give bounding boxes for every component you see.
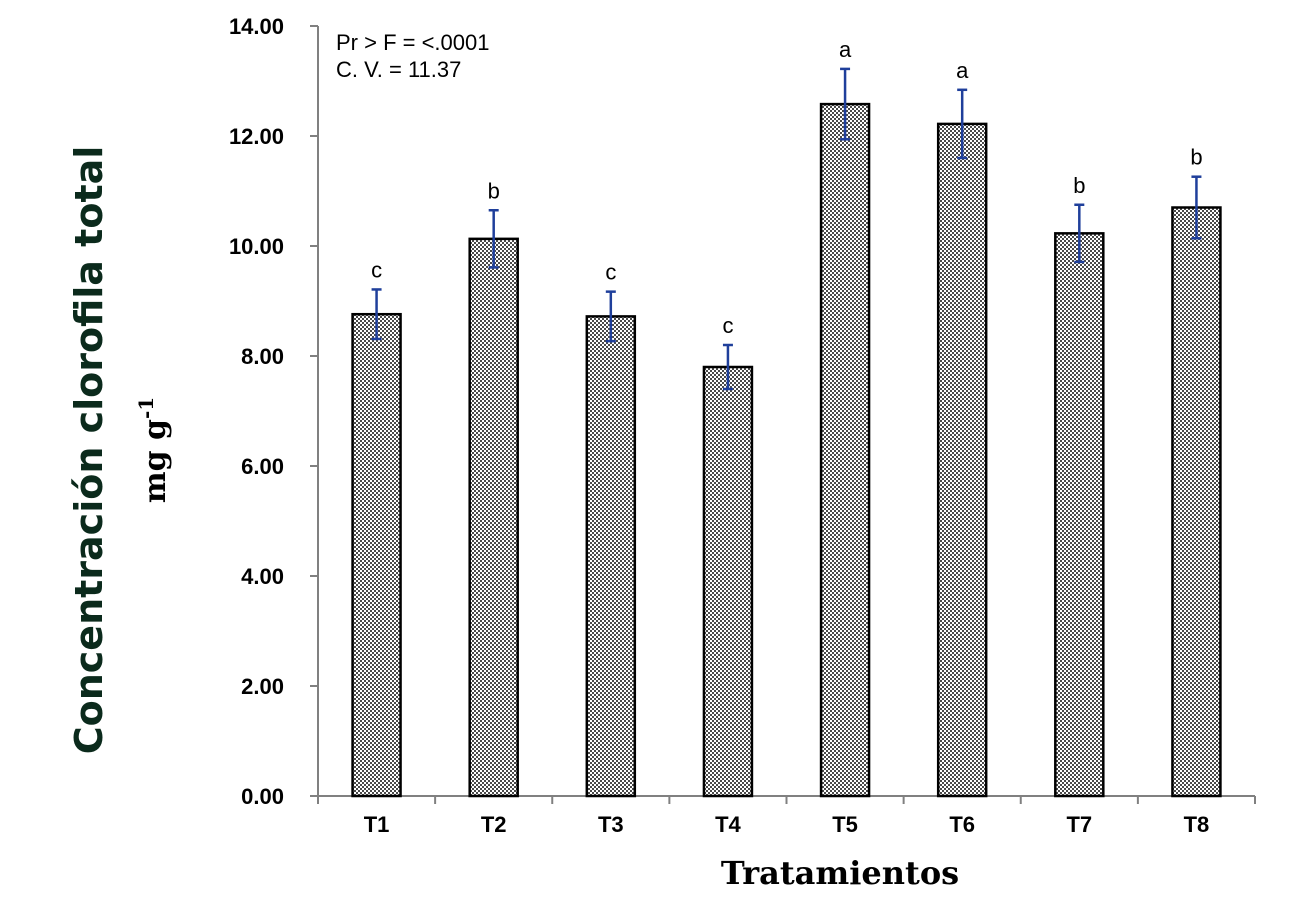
- y-tick-label: 4.00: [241, 564, 284, 589]
- y-tick-label: 10.00: [229, 234, 284, 259]
- bar-t8: [1171, 206, 1222, 798]
- bars: [351, 102, 1222, 798]
- y-tick-label: 0.00: [241, 784, 284, 809]
- y-tick-label: 8.00: [241, 344, 284, 369]
- bar-t4: [702, 365, 754, 798]
- significance-letter-t8: b: [1190, 145, 1202, 170]
- x-tick-label-t8: T8: [1184, 812, 1210, 837]
- bar-t6: [936, 122, 988, 798]
- x-axis: [317, 795, 1256, 804]
- y-axis-unit-sup: -1: [134, 397, 158, 419]
- error-bars: [371, 67, 1202, 391]
- significance-letter-t7: b: [1073, 173, 1085, 198]
- significance-letter-t1: c: [371, 257, 382, 282]
- error-bar-t3: [605, 290, 616, 343]
- annotation-cv: C. V. = 11.37: [336, 57, 461, 82]
- error-bar-t1: [371, 288, 382, 341]
- significance-letters: c b c c a a b b: [371, 37, 1203, 338]
- y-tick-label: 2.00: [241, 674, 284, 699]
- y-axis-unit-base: mg g: [138, 419, 173, 503]
- error-bar-t2: [488, 209, 499, 269]
- bar-t1: [351, 312, 402, 798]
- significance-letter-t6: a: [956, 58, 969, 83]
- y-tick-label: 12.00: [229, 124, 284, 149]
- bar-t3: [585, 315, 637, 798]
- annotation-pr-f: Pr > F = <.0001: [336, 30, 489, 55]
- y-axis-unit: mg g-1: [134, 397, 173, 503]
- bar-t7: [1054, 232, 1105, 798]
- significance-letter-t4: c: [722, 313, 733, 338]
- x-tick-label-t7: T7: [1066, 812, 1092, 837]
- bar-t5: [819, 102, 871, 798]
- x-tick-label-t4: T4: [715, 812, 741, 837]
- significance-letter-t3: c: [605, 260, 616, 285]
- error-bar-t6: [957, 88, 968, 160]
- y-tick-label: 14.00: [229, 14, 284, 39]
- significance-letter-t5: a: [839, 37, 852, 62]
- x-tick-label-t5: T5: [832, 812, 858, 837]
- x-tick-label-t3: T3: [598, 812, 624, 837]
- y-axis: [310, 25, 319, 797]
- y-tick-label: 6.00: [241, 454, 284, 479]
- y-tick-labels: 0.00 2.00 4.00 6.00 8.00 10.00 12.00 14.00: [229, 14, 284, 809]
- x-tick-labels: T1 T2 T3 T4 T5 T6 T7 T8: [364, 812, 1210, 837]
- y-axis-label: Concentración clorofila total: [67, 146, 111, 755]
- error-bar-t5: [840, 67, 851, 141]
- x-tick-label-t2: T2: [481, 812, 507, 837]
- x-tick-label-t6: T6: [949, 812, 975, 837]
- error-bar-t7: [1074, 203, 1085, 264]
- bar-t2: [468, 237, 519, 798]
- x-axis-label: Tratamientos: [721, 854, 959, 892]
- x-tick-label-t1: T1: [364, 812, 390, 837]
- error-bar-t8: [1191, 175, 1202, 240]
- significance-letter-t2: b: [488, 178, 500, 203]
- error-bar-t4: [722, 343, 733, 391]
